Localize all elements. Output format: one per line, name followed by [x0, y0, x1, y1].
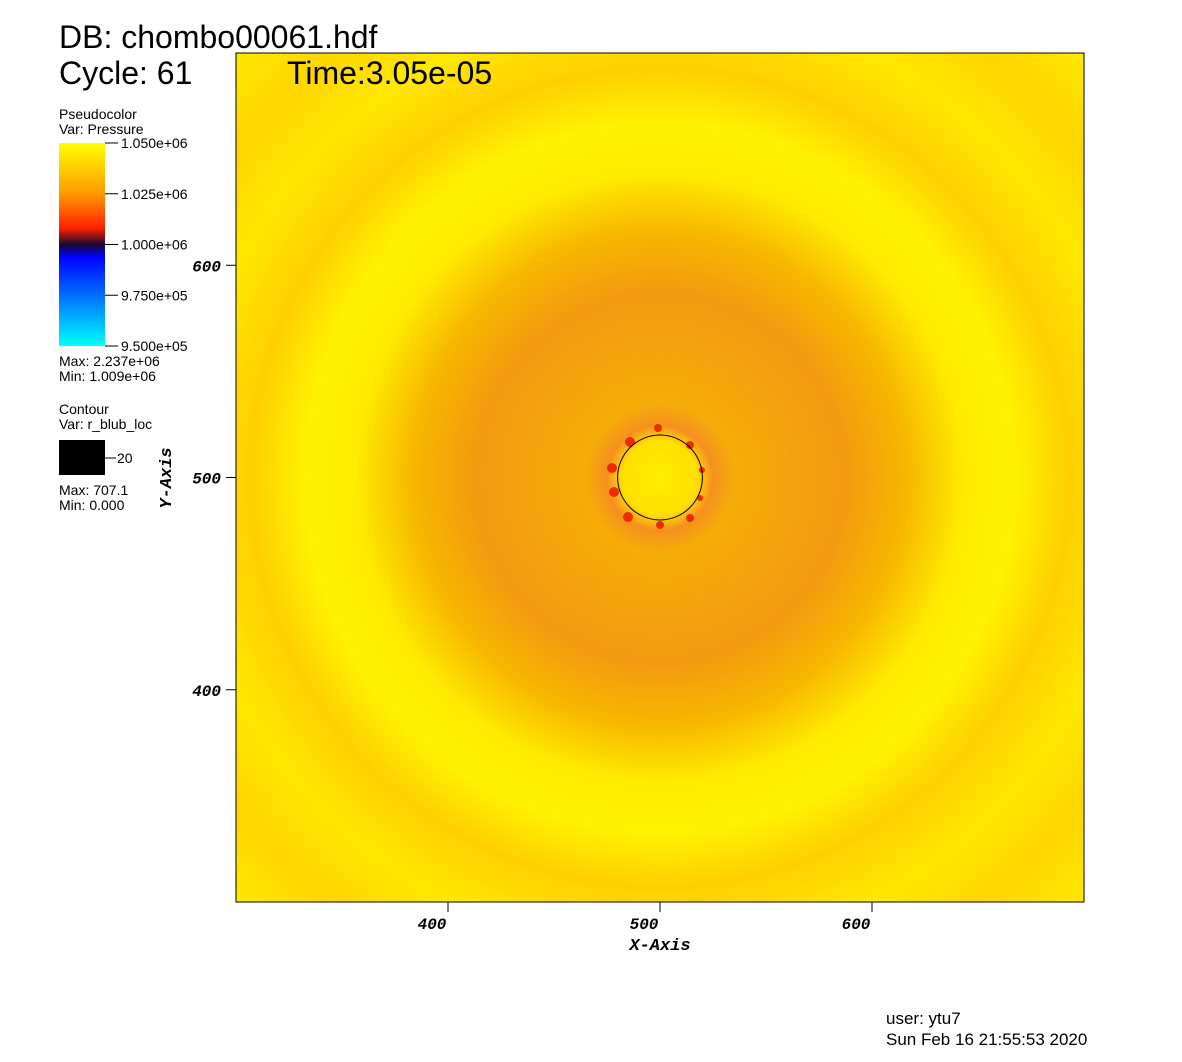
legend-var: Var: Pressure [59, 121, 144, 137]
colorbar-label: 1.025e+06 [121, 186, 188, 202]
x-tick-label: 500 [630, 916, 659, 934]
contour-var: Var: r_blub_loc [59, 416, 152, 432]
y-axis-label: Y-Axis [158, 447, 177, 508]
user: user: ytu7 [886, 1009, 961, 1028]
colorbar-label: 9.500e+05 [121, 338, 188, 354]
cycle: Cycle: 61 [59, 55, 192, 91]
colorbar-label: 9.750e+05 [121, 287, 188, 303]
x-axis-label: X-Axis [628, 937, 690, 956]
colorbar-label: 1.000e+06 [121, 237, 188, 253]
x-tick-label: 400 [418, 916, 447, 934]
y-tick-label: 500 [192, 471, 221, 489]
contour-plot: Contour [59, 401, 109, 417]
time: Time:3.05e-05 [287, 55, 492, 91]
colorbar-label: 1.050e+06 [121, 135, 188, 151]
colorbar [59, 143, 105, 346]
legend-plot: Pseudocolor [59, 106, 137, 122]
contour-min: Min: 0.000 [59, 497, 125, 513]
db-name: DB: chombo00061.hdf [59, 19, 378, 55]
contour-line [617, 434, 703, 521]
x-tick-label: 600 [842, 916, 871, 934]
date: Sun Feb 16 21:55:53 2020 [886, 1030, 1087, 1049]
legend-min: Min: 1.009e+06 [59, 368, 156, 384]
contour-max: Max: 707.1 [59, 482, 128, 498]
y-tick-label: 400 [192, 683, 221, 701]
contour-swatch [59, 440, 105, 475]
legend-max: Max: 2.237e+06 [59, 353, 160, 369]
pressure-field [236, 53, 1084, 902]
contour-legend-label: 20 [117, 450, 133, 466]
y-tick-label: 600 [192, 258, 221, 276]
